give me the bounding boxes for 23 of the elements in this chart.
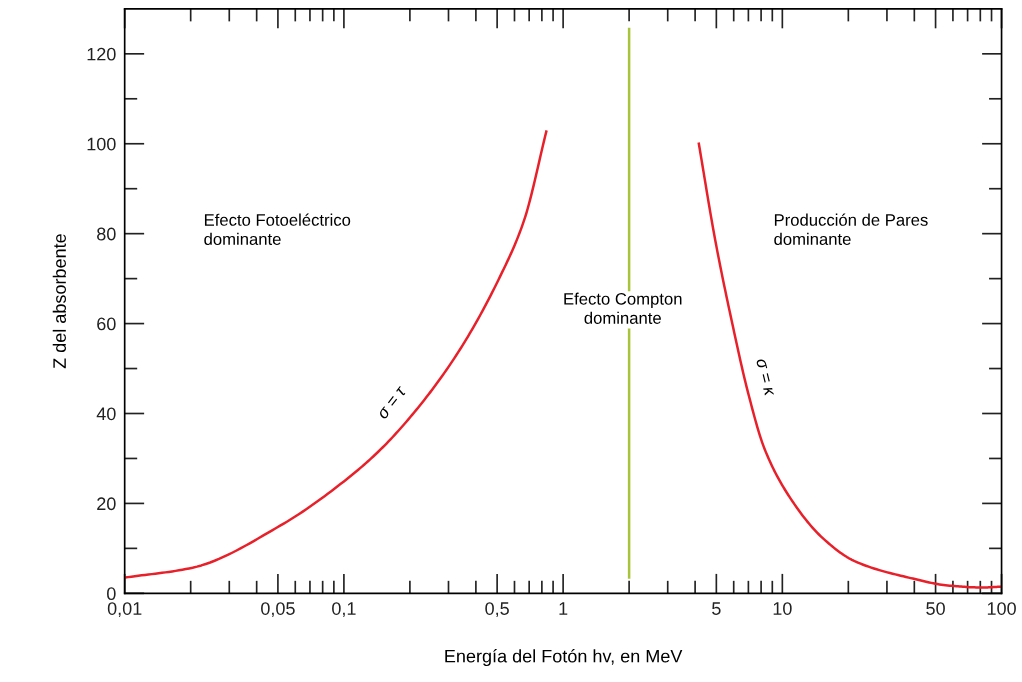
x-tick-label: 0,1 bbox=[332, 602, 356, 618]
annotation: σ = κ bbox=[756, 358, 774, 397]
y-tick-label: 20 bbox=[97, 497, 116, 511]
x-tick-label: 5 bbox=[712, 602, 721, 615]
y-tick-label: 80 bbox=[97, 227, 116, 241]
x-axis-title: Energía del Fotón hv, en MeV bbox=[445, 649, 683, 667]
y-tick-label: 40 bbox=[96, 407, 116, 421]
y-axis-title: Z del absorbente bbox=[52, 234, 66, 369]
annotation: Producción de Pares dominante bbox=[774, 213, 928, 246]
x-tick-label: 0,01 bbox=[107, 602, 142, 618]
y-tick-label: 0 bbox=[107, 587, 116, 601]
x-tick-label: 10 bbox=[773, 602, 792, 615]
x-tick-label: 0,05 bbox=[261, 602, 295, 618]
y-tick-label: 100 bbox=[87, 137, 116, 151]
x-tick-label: 100 bbox=[987, 602, 1016, 615]
annotation: Efecto Compton dominante bbox=[564, 292, 682, 324]
annotation: Efecto Fotoeléctrico dominante bbox=[204, 213, 351, 246]
annotation: σ = τ bbox=[378, 386, 408, 420]
x-tick-label: 50 bbox=[926, 602, 945, 615]
x-tick-label: 0,5 bbox=[485, 602, 509, 618]
y-tick-label: 60 bbox=[97, 317, 116, 331]
x-tick-label: 1 bbox=[559, 602, 568, 615]
y-tick-label: 120 bbox=[87, 47, 116, 61]
